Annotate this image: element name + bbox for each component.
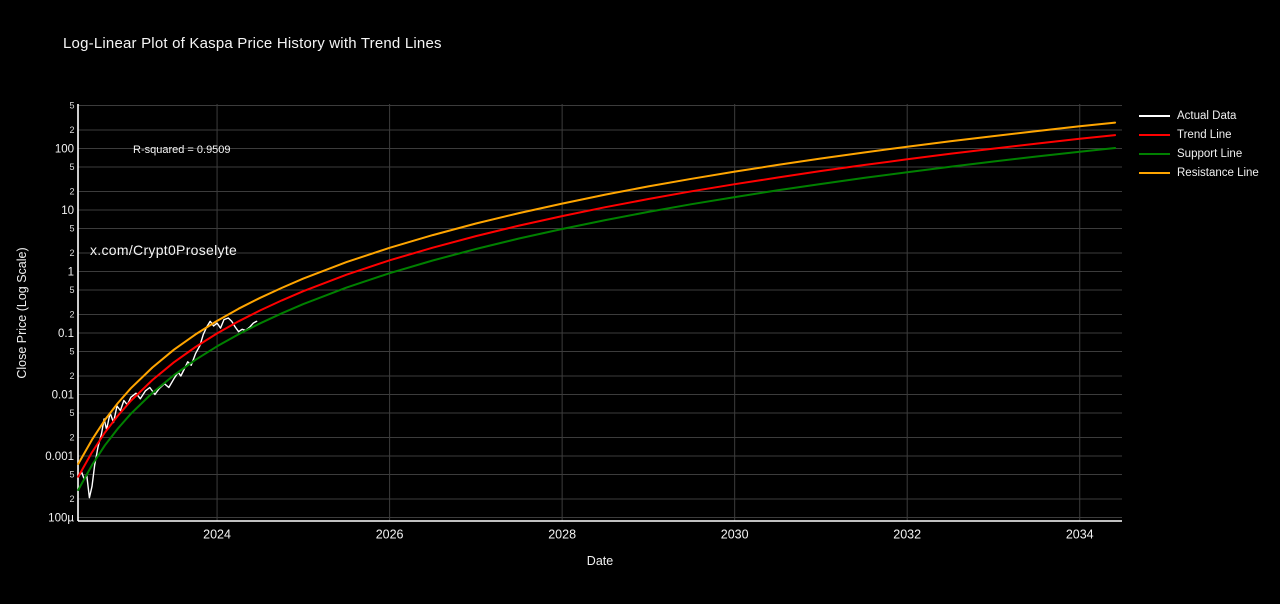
y-axis-minor-tick-labels: 5 2 5 2 5 2 5 2 5 2 5 2 5 2 xyxy=(69,101,74,505)
svg-text:0.1: 0.1 xyxy=(58,328,74,340)
legend-item-actual-data[interactable]: Actual Data xyxy=(1139,106,1259,125)
legend-item-support-line[interactable]: Support Line xyxy=(1139,144,1259,163)
svg-text:2034: 2034 xyxy=(1066,528,1094,542)
y-axis-major-tick-labels: 100 10 1 0.1 0.01 0.001 100µ xyxy=(45,144,74,525)
svg-text:2: 2 xyxy=(69,494,74,504)
svg-text:5: 5 xyxy=(69,224,74,234)
svg-text:2: 2 xyxy=(69,310,74,320)
svg-text:2: 2 xyxy=(69,433,74,443)
svg-text:2030: 2030 xyxy=(721,528,749,542)
legend-swatch-resistance-line xyxy=(1139,171,1170,174)
svg-text:2028: 2028 xyxy=(548,528,576,542)
legend: Actual Data Trend Line Support Line Resi… xyxy=(1139,106,1259,182)
svg-text:2024: 2024 xyxy=(203,528,231,542)
series-resistance-line xyxy=(77,121,1117,465)
legend-swatch-actual-data xyxy=(1139,114,1170,117)
gridlines xyxy=(78,104,1122,521)
svg-text:0.01: 0.01 xyxy=(52,390,74,402)
legend-label: Trend Line xyxy=(1177,128,1232,141)
svg-text:5: 5 xyxy=(69,101,74,111)
legend-label: Resistance Line xyxy=(1177,166,1259,179)
legend-label: Support Line xyxy=(1177,147,1243,160)
svg-text:5: 5 xyxy=(69,285,74,295)
svg-text:5: 5 xyxy=(69,162,74,172)
legend-label: Actual Data xyxy=(1177,109,1237,122)
svg-text:2032: 2032 xyxy=(893,528,921,542)
legend-swatch-trend-line xyxy=(1139,133,1170,136)
svg-text:2: 2 xyxy=(69,125,74,135)
series-trend-line xyxy=(77,134,1117,478)
y-axis-title: Close Price (Log Scale) xyxy=(15,247,29,379)
legend-item-trend-line[interactable]: Trend Line xyxy=(1139,125,1259,144)
svg-text:0.001: 0.001 xyxy=(45,451,74,463)
x-axis-title: Date xyxy=(586,554,614,568)
series-support-line xyxy=(77,147,1117,491)
legend-swatch-support-line xyxy=(1139,152,1170,155)
r-squared-annotation: R-squared = 0.9509 xyxy=(133,144,231,156)
svg-text:5: 5 xyxy=(69,470,74,480)
svg-text:10: 10 xyxy=(61,205,74,217)
series-actual-data xyxy=(77,317,258,499)
svg-text:5: 5 xyxy=(69,408,74,418)
x-axis-tick-labels: 2024 2026 2028 2030 2032 2034 xyxy=(203,528,1094,542)
svg-text:100µ: 100µ xyxy=(48,513,74,525)
svg-text:1: 1 xyxy=(68,267,74,279)
svg-text:5: 5 xyxy=(69,347,74,357)
svg-text:2: 2 xyxy=(69,371,74,381)
svg-text:2: 2 xyxy=(69,187,74,197)
watermark-annotation: x.com/Crypt0Proselyte xyxy=(90,242,238,258)
svg-text:100: 100 xyxy=(55,144,74,156)
svg-text:2: 2 xyxy=(69,248,74,258)
axis-lines xyxy=(77,104,1122,522)
legend-item-resistance-line[interactable]: Resistance Line xyxy=(1139,163,1259,182)
svg-text:2026: 2026 xyxy=(376,528,404,542)
page-title: Log-Linear Plot of Kaspa Price History w… xyxy=(63,35,442,52)
